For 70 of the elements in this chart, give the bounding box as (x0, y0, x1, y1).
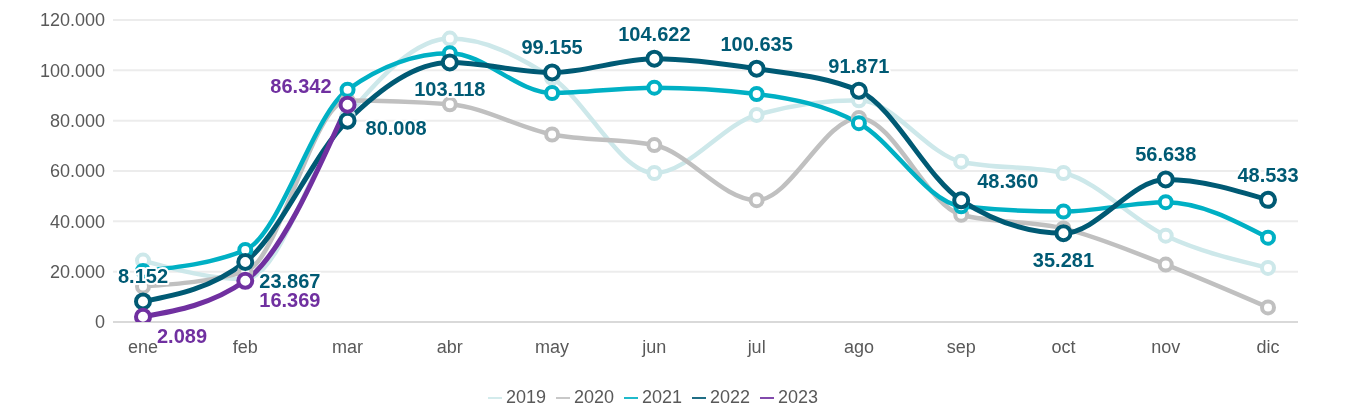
data-label: 2.089 (157, 324, 208, 347)
point (747, 59, 766, 78)
point (440, 53, 459, 72)
legend-label: 2021 (641, 387, 683, 407)
x-tick-label: jul (746, 336, 766, 357)
point (849, 81, 868, 100)
point (748, 106, 765, 123)
x-tick-label: abr (436, 336, 463, 357)
data-label: 104.622 (618, 22, 691, 45)
point (645, 49, 664, 68)
data-label: 48.533 (1237, 163, 1299, 186)
data-label: 35.281 (1032, 249, 1095, 272)
legend-label: 2022 (710, 387, 751, 407)
y-tick-label: 100.000 (39, 60, 105, 81)
data-label: 91.871 (828, 54, 890, 77)
point (338, 111, 357, 130)
data-label: 48.360 (977, 170, 1039, 193)
point (1156, 170, 1175, 189)
y-tick-label: 60.000 (49, 161, 105, 182)
y-tick-label: 80.000 (49, 111, 105, 132)
y-tick-label: 40.000 (49, 211, 105, 232)
point (543, 63, 562, 82)
point (544, 126, 561, 143)
y-tick-label: 120.000 (39, 10, 105, 31)
point (1055, 203, 1072, 220)
y-tick-label: 0 (94, 312, 105, 333)
point (1157, 227, 1174, 244)
point (646, 165, 663, 182)
legend-label: 2020 (573, 387, 614, 407)
point (544, 84, 561, 101)
data-label: 100.635 (720, 32, 793, 55)
x-tick-label: dic (1256, 336, 1280, 357)
x-tick-label: oct (1051, 336, 1076, 357)
data-label: 8.152 (117, 265, 169, 288)
legend-label: 2019 (505, 387, 546, 407)
point (134, 292, 152, 311)
data-label: 86.342 (270, 74, 332, 97)
point (646, 79, 663, 96)
point (1055, 165, 1072, 182)
point (1260, 299, 1276, 316)
point (1260, 229, 1276, 246)
x-tick-label: may (535, 336, 570, 357)
point (441, 96, 458, 113)
data-label: 56.638 (1135, 143, 1197, 166)
x-tick-label: feb (232, 336, 258, 357)
point (1157, 194, 1174, 211)
x-tick-label: mar (332, 336, 364, 357)
x-tick-label: ago (843, 336, 874, 357)
data-label: 80.008 (365, 116, 427, 139)
point (646, 137, 663, 154)
point (953, 153, 970, 170)
point (1054, 224, 1073, 243)
data-label: 99.155 (521, 36, 583, 59)
x-tick-label: jun (641, 336, 667, 357)
point (441, 30, 458, 47)
point (1157, 256, 1174, 273)
point (850, 115, 867, 132)
x-tick-label: sep (946, 336, 976, 357)
point (748, 85, 765, 102)
point (748, 192, 765, 209)
data-label: 103.118 (414, 78, 486, 101)
point (236, 252, 255, 271)
point (1259, 190, 1277, 209)
x-tick-label: nov (1151, 336, 1181, 357)
point (338, 95, 357, 114)
y-tick-label: 20.000 (49, 262, 105, 283)
point (339, 81, 356, 98)
point (952, 191, 971, 210)
point (1260, 259, 1276, 276)
legend-label: 2023 (778, 387, 819, 407)
